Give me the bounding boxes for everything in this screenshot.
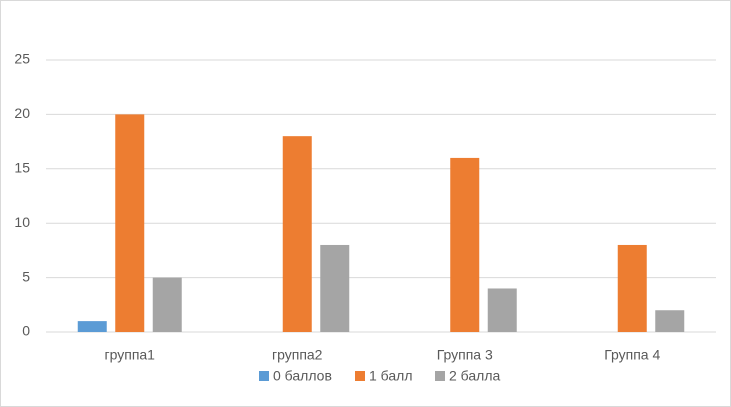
legend-swatch	[435, 371, 445, 381]
bar	[115, 114, 145, 333]
legend-swatch	[259, 371, 269, 381]
bar	[487, 288, 517, 332]
bar	[152, 277, 182, 332]
x-tick-label: Группа 3	[437, 347, 493, 363]
y-tick-label: 20	[14, 105, 30, 121]
bar	[320, 244, 350, 332]
bar	[450, 157, 480, 332]
legend-label: 0 баллов	[273, 368, 332, 384]
y-tick-label: 5	[22, 268, 30, 284]
bar	[282, 136, 312, 332]
x-tick-label: группа1	[105, 347, 156, 363]
bar	[77, 321, 107, 332]
legend-label: 2 балла	[449, 368, 500, 384]
bar	[655, 310, 685, 332]
x-tick-label: группа2	[272, 347, 323, 363]
x-tick-label: Группа 4	[604, 347, 660, 363]
bar	[617, 244, 647, 332]
y-tick-label: 0	[22, 323, 30, 339]
y-tick-label: 25	[14, 51, 30, 67]
y-tick-label: 15	[14, 160, 30, 176]
legend-swatch	[355, 371, 365, 381]
y-tick-label: 10	[14, 214, 30, 230]
legend-label: 1 балл	[369, 368, 413, 384]
